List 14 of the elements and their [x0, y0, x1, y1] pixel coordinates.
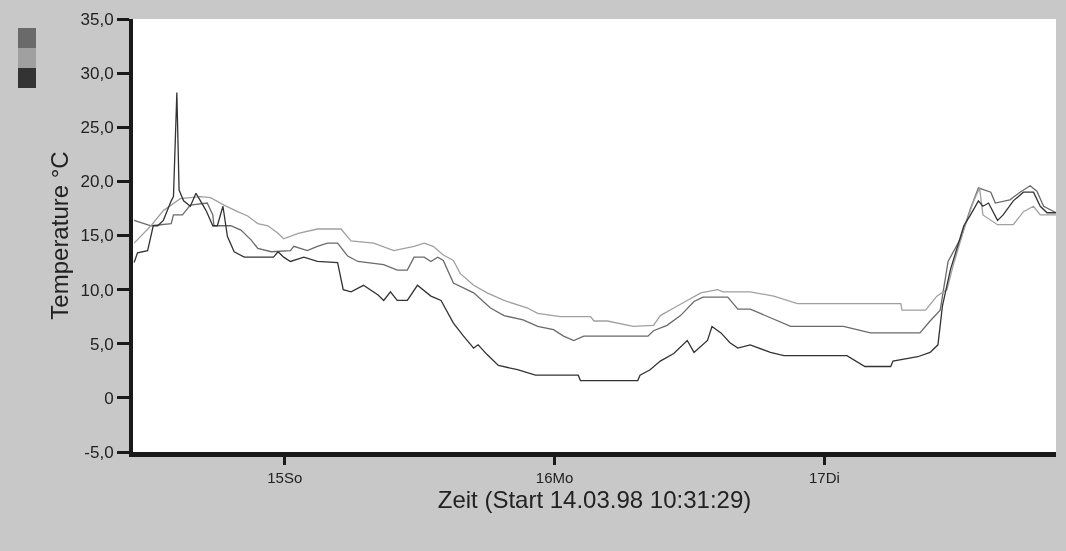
- y-tick-label: 0: [104, 388, 114, 408]
- x-tick-label: 17Di: [808, 469, 840, 486]
- y-tick-label: 30,0: [80, 64, 114, 84]
- x-tick-label: 15So: [267, 469, 303, 486]
- x-axis-title: Zeit (Start 14.03.98 10:31:29): [437, 486, 752, 513]
- y-tick-label: 20,0: [80, 172, 114, 192]
- y-tick-label: -5,0: [84, 442, 114, 462]
- y-tick-label: 5,0: [89, 334, 114, 354]
- y-tick-label: 35,0: [80, 9, 114, 29]
- y-tick-label: 15,0: [80, 226, 114, 246]
- x-tick-label: 16Mo: [535, 469, 574, 486]
- y-tick-label: 10,0: [80, 280, 114, 300]
- y-axis-title: Temperature °C: [46, 151, 74, 320]
- y-tick-label: 25,0: [80, 118, 114, 138]
